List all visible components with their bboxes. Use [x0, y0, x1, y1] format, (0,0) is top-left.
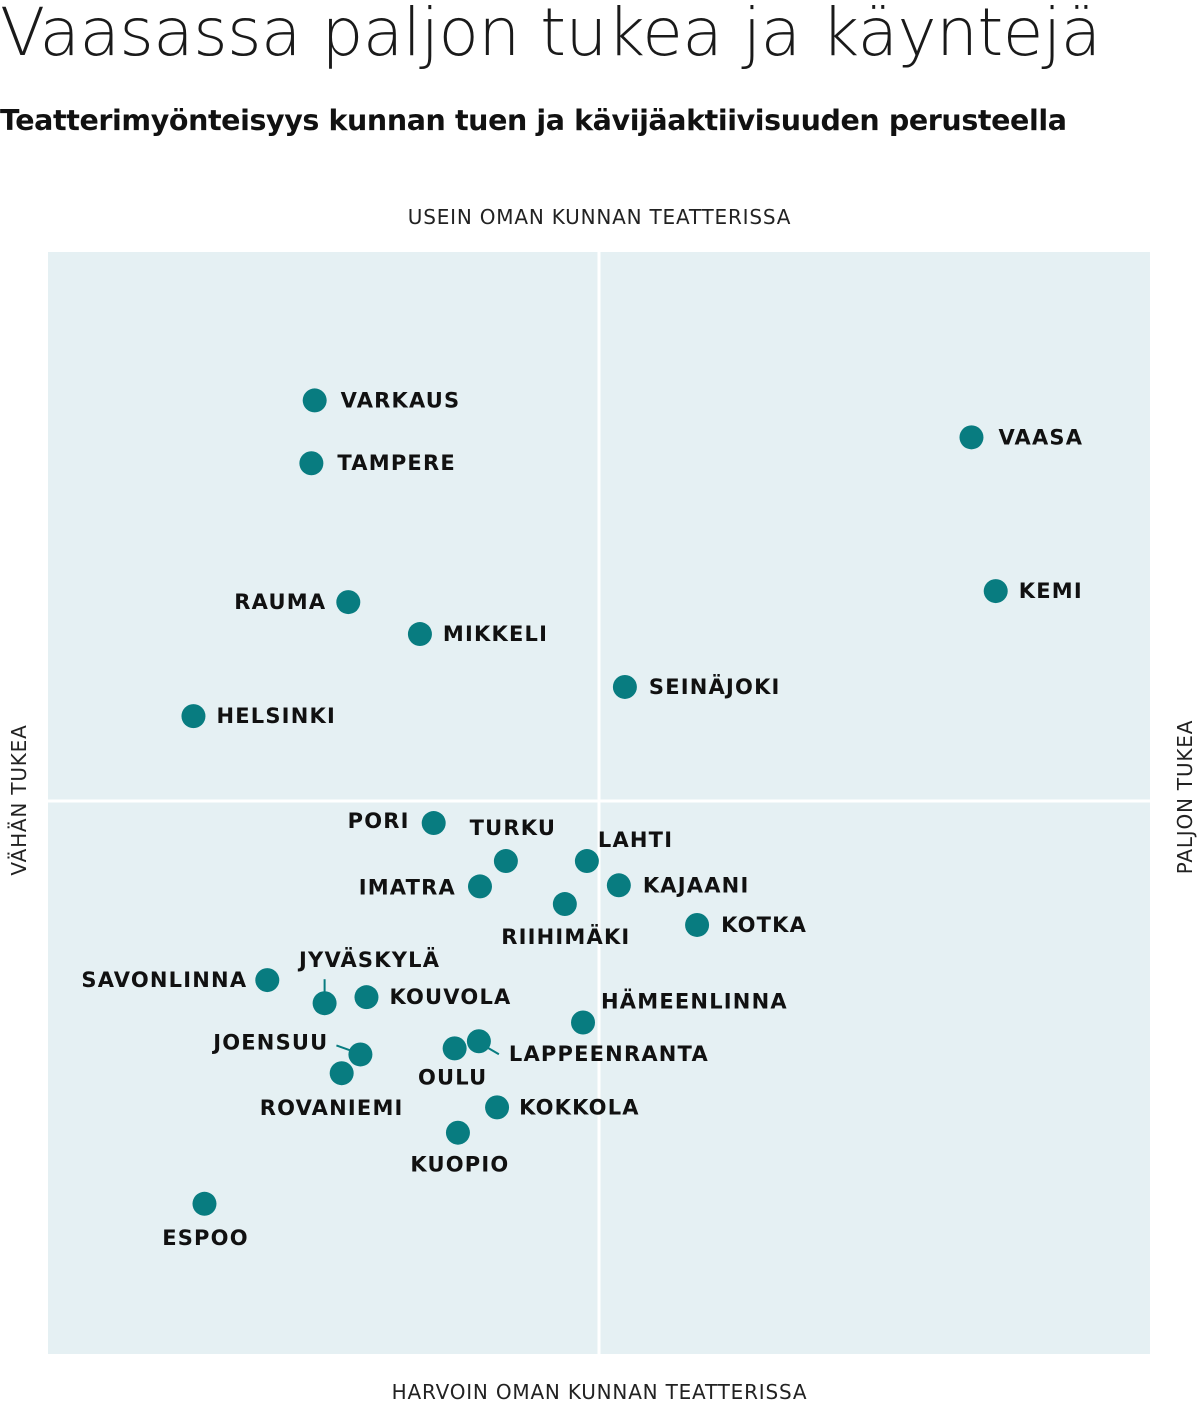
chart-title: Vaasassa paljon tukea ja käyntejä — [0, 0, 1101, 71]
point-kouvola — [354, 985, 379, 1010]
leader-line-lappeenranta — [486, 1046, 500, 1056]
point-label-kokkola: KOKKOLA — [519, 1095, 640, 1119]
point-savonlinna — [255, 968, 280, 993]
point-label-kuopio: KUOPIO — [410, 1153, 509, 1177]
point-vaasa — [959, 425, 984, 450]
point-label-savonlinna: SAVONLINNA — [81, 968, 247, 992]
point-label-espoo: ESPOO — [162, 1226, 249, 1250]
point-label-kemi: KEMI — [1019, 579, 1083, 603]
point-label-imatra: IMATRA — [359, 875, 456, 899]
point-mikkeli — [407, 622, 432, 647]
axis-label-bottom: HARVOIN OMAN KUNNAN TEATTERISSA — [391, 1380, 808, 1404]
point-label-kajaani: KAJAANI — [643, 873, 750, 897]
point-label-mikkeli: MIKKELI — [443, 622, 548, 646]
point-label-rovaniemi: ROVANIEMI — [260, 1096, 404, 1120]
point-joensuu — [348, 1042, 373, 1067]
point-kajaani — [606, 873, 631, 898]
point-label-lahti: LAHTI — [598, 828, 673, 852]
point-oulu — [442, 1036, 467, 1061]
axis-label-top: USEIN OMAN KUNNAN TEATTERISSA — [407, 205, 792, 229]
point-seinajoki — [612, 674, 637, 699]
point-rovaniemi — [329, 1061, 354, 1086]
point-label-kotka: KOTKA — [721, 913, 807, 937]
point-jyvaskyla — [312, 991, 337, 1016]
point-turku — [493, 849, 518, 874]
point-pori — [421, 811, 446, 836]
point-rauma — [336, 590, 361, 615]
point-label-helsinki: HELSINKI — [216, 704, 336, 728]
point-espoo — [192, 1191, 217, 1216]
point-label-pori: PORI — [348, 809, 410, 833]
point-label-oulu: OULU — [418, 1065, 487, 1089]
point-label-joensuu: JOENSUU — [211, 1030, 328, 1054]
point-label-vaasa: VAASA — [998, 425, 1083, 449]
leader-line-joensuu — [336, 1044, 351, 1052]
point-label-kouvola: KOUVOLA — [389, 985, 511, 1009]
point-kemi — [983, 579, 1008, 604]
point-label-turku: TURKU — [470, 816, 557, 840]
point-imatra — [467, 874, 492, 899]
point-label-varkaus: VARKAUS — [341, 388, 461, 412]
point-kuopio — [445, 1120, 470, 1145]
point-lappeenranta — [466, 1029, 491, 1054]
point-lahti — [574, 849, 599, 874]
point-kokkola — [485, 1095, 510, 1120]
point-label-rauma: RAUMA — [234, 590, 326, 614]
point-helsinki — [181, 704, 206, 729]
point-varkaus — [302, 388, 327, 413]
point-label-seinajoki: SEINÄJOKI — [649, 674, 781, 699]
point-label-lappeenranta: LAPPEENRANTA — [509, 1042, 709, 1066]
point-hameenlinna — [571, 1010, 596, 1035]
point-label-tampere: TAMPERE — [337, 451, 456, 475]
chart-subtitle: Teatterimyönteisyys kunnan tuen ja kävij… — [0, 104, 1067, 137]
point-kotka — [685, 912, 710, 937]
point-tampere — [299, 451, 324, 476]
point-label-hameenlinna: HÄMEENLINNA — [601, 989, 788, 1014]
point-riihimaki — [552, 892, 577, 917]
point-label-jyvaskyla: JYVÄSKYLÄ — [297, 947, 440, 972]
point-label-riihimaki: RIIHIMÄKI — [501, 924, 630, 949]
